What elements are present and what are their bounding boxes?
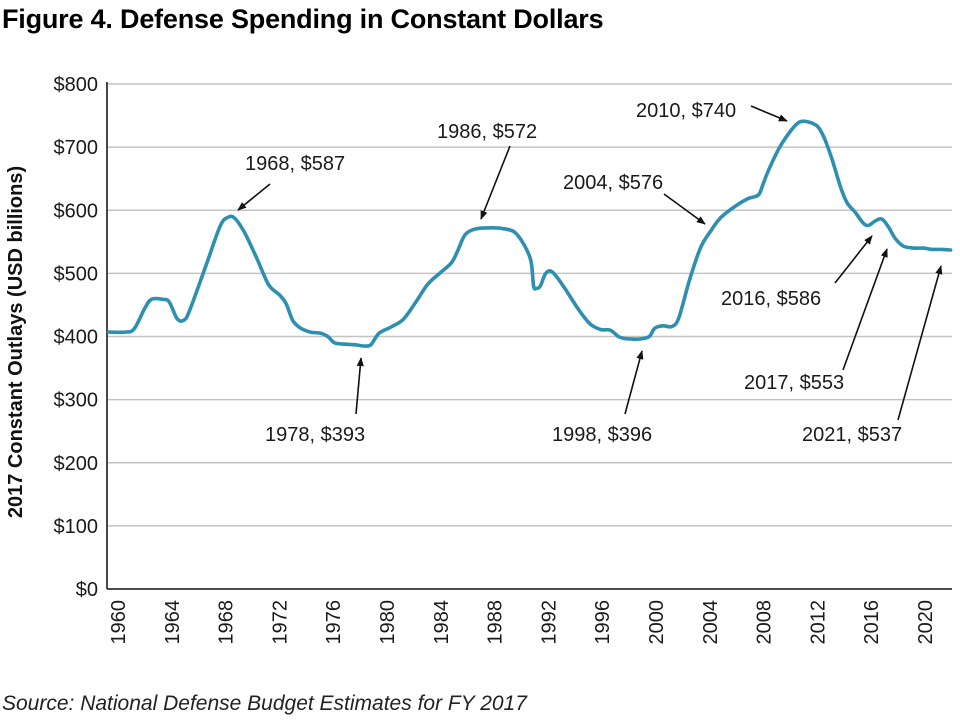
annotation-label: 2021, $537 xyxy=(802,424,902,446)
annotation-arrow xyxy=(355,357,364,415)
x-tick-label: 1972 xyxy=(269,600,291,645)
annotation-arrow xyxy=(624,350,644,415)
x-tick-label: 1960 xyxy=(108,600,130,645)
annotation-label: 1978, $393 xyxy=(265,424,365,446)
annotation-label: 2010, $740 xyxy=(636,100,736,122)
x-tick-label: 2012 xyxy=(807,600,829,645)
annotation-label: 1986, $572 xyxy=(437,121,537,143)
annotation-arrow xyxy=(237,183,271,211)
annotation-label: 2017, $553 xyxy=(744,372,844,394)
annotation-label: 2016, $586 xyxy=(721,288,821,310)
annotation-label: 1998, $396 xyxy=(552,424,652,446)
annotation-arrow xyxy=(834,235,873,284)
annotation-label: 2004, $576 xyxy=(563,172,663,194)
source-label: Source xyxy=(2,692,69,715)
x-tick-label: 1984 xyxy=(431,600,453,645)
annotation-label: 1968, $587 xyxy=(245,153,345,175)
y-tick-label: $600 xyxy=(54,200,99,222)
x-tick-label: 2004 xyxy=(700,600,722,645)
x-tick-label: 1988 xyxy=(485,600,507,645)
source-text: : National Defense Budget Estimates for … xyxy=(68,692,527,715)
x-tick-label: 2000 xyxy=(646,600,668,645)
y-tick-label: $100 xyxy=(54,516,99,538)
y-tick-label: $700 xyxy=(54,137,99,159)
x-tick-label: 1992 xyxy=(538,600,560,645)
x-tick-label: 2016 xyxy=(861,600,883,645)
chart-title: Figure 4. Defense Spending in Constant D… xyxy=(2,4,604,34)
x-tick-label: 1968 xyxy=(216,600,238,645)
annotation-arrow xyxy=(480,145,511,220)
y-tick-label: $500 xyxy=(54,263,99,285)
source-note: Source: National Defense Budget Estimate… xyxy=(2,692,527,716)
annotation-arrow xyxy=(750,105,788,122)
annotations: 1968, $587 1978, $393 1986, $572 1998, $396… xyxy=(237,100,943,446)
gridlines xyxy=(107,83,952,527)
x-tick-labels: 1960 1964 1968 1972 1976 1980 1984 1988 1992 1996… xyxy=(108,600,937,645)
y-tick-label: $400 xyxy=(54,327,99,349)
axes xyxy=(106,82,952,590)
y-tick-label: $200 xyxy=(54,453,99,475)
y-tick-label: $0 xyxy=(76,579,98,601)
x-tick-label: 1996 xyxy=(592,600,614,645)
x-tick-label: 1976 xyxy=(323,600,345,645)
y-tick-label: $300 xyxy=(54,390,99,412)
x-tick-label: 1980 xyxy=(377,600,399,645)
series-group xyxy=(106,119,953,348)
series-line-defense-outlays xyxy=(106,119,953,348)
x-tick-label: 2020 xyxy=(915,600,937,645)
y-tick-label: $800 xyxy=(54,74,99,96)
x-tick-label: 2008 xyxy=(754,600,776,645)
annotation-arrow xyxy=(663,193,706,225)
x-tick-label: 1964 xyxy=(162,600,184,645)
line-chart: $0$100$200$300$400$500$600$700$800 1960 1… xyxy=(5,74,953,645)
y-axis-label: 2017 Constant Outlays (USD billions) xyxy=(5,166,27,518)
annotation-arrow xyxy=(897,265,943,421)
annotation-arrow xyxy=(842,248,888,371)
y-tick-labels: $0 $100 $200 $300 $400 $500 $600 $700 $800 xyxy=(54,74,99,601)
